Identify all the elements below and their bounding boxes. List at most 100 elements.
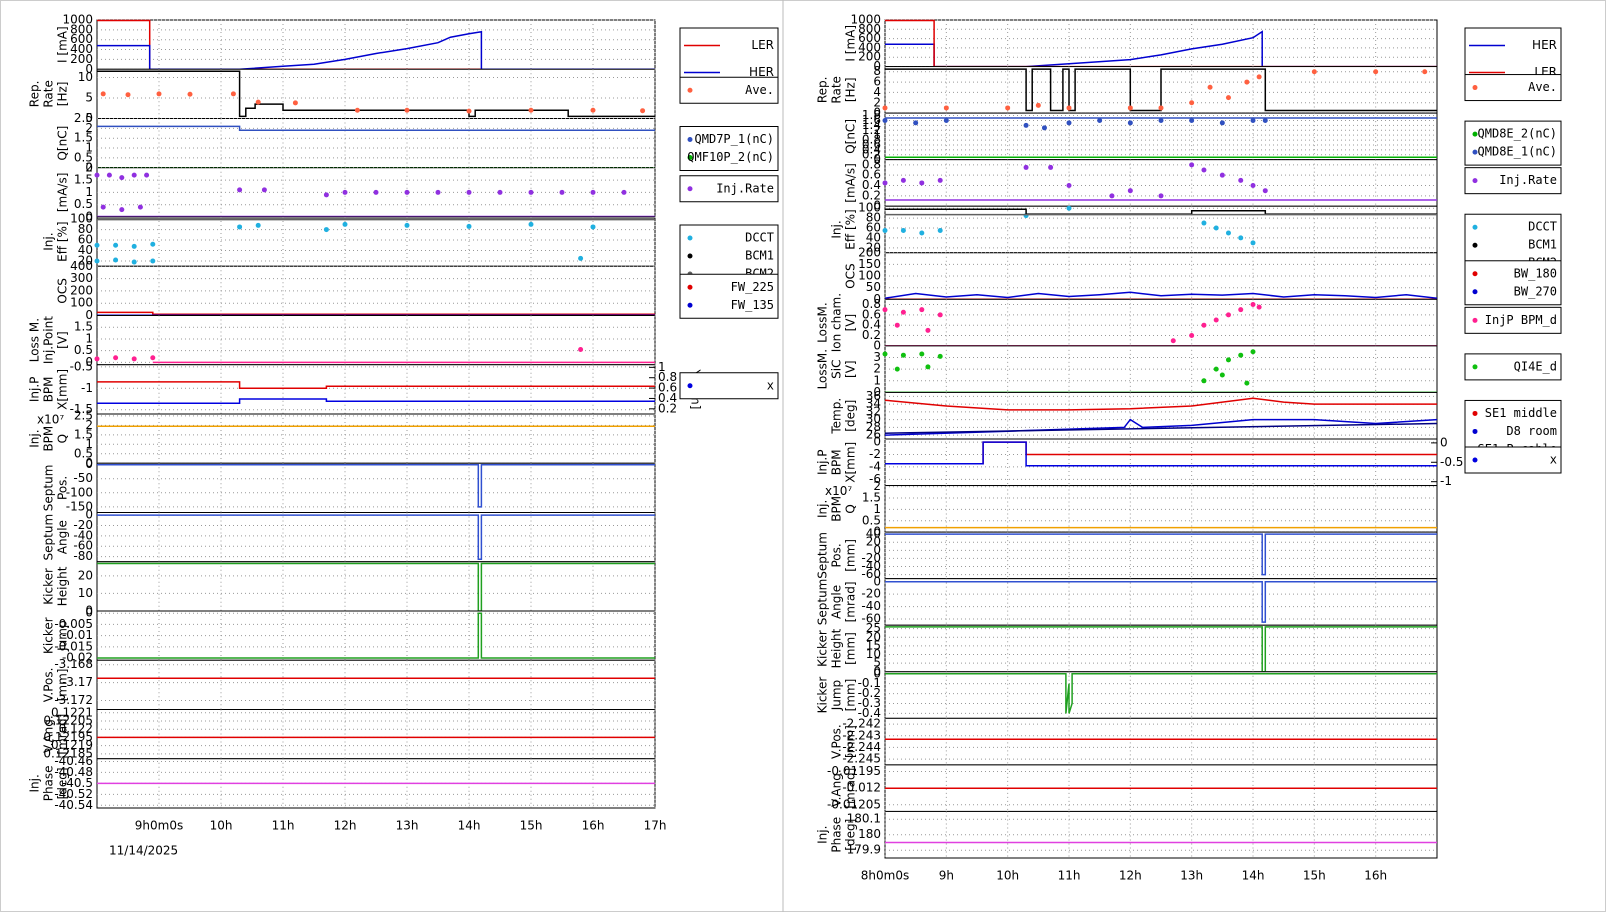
series-dot xyxy=(1244,380,1250,386)
legend-box xyxy=(1464,167,1562,195)
y-tick-label: 0 xyxy=(873,435,881,449)
y2-tick-label: -0.5 xyxy=(1440,455,1463,469)
legend-box xyxy=(1464,353,1562,381)
series-line xyxy=(885,533,1437,576)
series-dot xyxy=(1189,117,1195,123)
series-dot xyxy=(113,242,119,248)
y2-tick-label: 0.8 xyxy=(658,370,677,384)
y-tick-label: 0.4 xyxy=(862,178,881,192)
y-tick-label: 10 xyxy=(78,586,93,600)
series-dot xyxy=(528,189,534,195)
y-tick-label: -2.242 xyxy=(842,717,881,731)
legend-label: BCM1 xyxy=(745,249,774,263)
y-axis-label: Kicker xyxy=(42,568,56,605)
y-tick-label: 0 xyxy=(85,508,93,522)
y-tick-label: 2.5 xyxy=(74,111,93,125)
series-dot xyxy=(1238,177,1244,183)
y-tick-label: 0 xyxy=(873,664,881,678)
series-dot xyxy=(342,189,348,195)
y-axis-label: [mm] xyxy=(844,632,858,665)
y-tick-label: 0.8 xyxy=(862,297,881,311)
y-tick-label: -2 xyxy=(869,447,881,461)
y-axis-label: Pos. xyxy=(830,543,844,567)
y-tick-label: 100 xyxy=(70,212,93,226)
y-tick-label: -40 xyxy=(861,599,881,613)
y-axis-label: Jump xyxy=(830,680,844,711)
y-tick-label: 0.12195 xyxy=(43,730,93,744)
series-line xyxy=(97,311,655,316)
series-dot xyxy=(1250,117,1256,123)
y-tick-label: 1.5 xyxy=(862,491,881,505)
series-dot xyxy=(373,189,379,195)
y-tick-label: -0.5 xyxy=(70,359,93,373)
y-tick-label: -0.02 xyxy=(62,651,93,665)
series-dot xyxy=(131,172,137,178)
y-tick-label: 1 xyxy=(873,128,881,142)
series-dot xyxy=(1256,74,1262,80)
y-tick-label: 20 xyxy=(866,630,881,644)
y-tick-label: 0 xyxy=(873,666,881,680)
series-dot xyxy=(404,222,410,228)
y-tick-label: -60 xyxy=(861,612,881,626)
legend-box xyxy=(679,175,779,203)
y-tick-label: 36 xyxy=(866,389,881,403)
series-dot xyxy=(1219,172,1225,178)
legend-swatch xyxy=(1472,85,1478,91)
series-dot xyxy=(1213,317,1219,323)
series-dot xyxy=(1189,333,1195,339)
legend-swatch xyxy=(1472,457,1478,463)
series-dot xyxy=(882,307,888,313)
series-dot xyxy=(106,172,112,178)
legend-label: Ave. xyxy=(1528,80,1557,94)
series-dot xyxy=(156,91,162,97)
y-tick-label: 0 xyxy=(873,199,881,213)
y-tick-label: 0.1219 xyxy=(51,738,93,752)
legend-swatch xyxy=(1472,224,1478,230)
series-dot xyxy=(1023,164,1029,170)
y-tick-label: 180.1 xyxy=(847,812,881,826)
legend-swatch xyxy=(687,253,693,259)
y-tick-label: 0 xyxy=(873,385,881,399)
series-line xyxy=(97,125,655,132)
y-tick-label: -2.243 xyxy=(842,728,881,742)
y-tick-label: -20 xyxy=(73,518,93,532)
panel-frame xyxy=(96,315,656,366)
y-tick-label: 0 xyxy=(85,160,93,174)
y-axis-label: [mrad] xyxy=(844,768,858,809)
y-tick-label: 150 xyxy=(858,257,881,271)
x-tick-label: 15h xyxy=(520,819,543,833)
series-line xyxy=(885,68,1437,112)
series-dot xyxy=(590,107,596,113)
series-dot xyxy=(1201,220,1207,226)
series-dot xyxy=(943,117,949,123)
series-dot xyxy=(1256,304,1262,310)
y-tick-label: 20 xyxy=(866,240,881,254)
legend-label: DCCT xyxy=(745,231,774,245)
y-tick-label: -40 xyxy=(861,559,881,573)
y-axis-label: OCS xyxy=(56,278,70,303)
panel-frame xyxy=(884,578,1438,626)
y-tick-label: -0.1 xyxy=(858,676,881,690)
series-dot xyxy=(1127,120,1133,126)
y-tick-label: 0 xyxy=(873,59,881,73)
y-tick-label: 5 xyxy=(873,656,881,670)
series-dot xyxy=(1023,122,1029,128)
legend-swatch xyxy=(1472,410,1478,416)
y-tick-label: 0.5 xyxy=(74,197,93,211)
y-axis-label: Ion cham. xyxy=(830,293,844,352)
panel-frame xyxy=(96,512,656,563)
series-dot xyxy=(1250,183,1256,189)
y-tick-label: 0.4 xyxy=(862,142,881,156)
y-axis-label: Inj. xyxy=(816,826,830,844)
y-tick-label: 0.1221 xyxy=(51,705,93,719)
y-tick-label: 80 xyxy=(866,211,881,225)
series-dot xyxy=(261,187,267,193)
y-axis-label: Angle xyxy=(56,520,70,554)
legend-box xyxy=(1464,446,1562,474)
series-dot xyxy=(1244,79,1250,85)
x-tick-label: 17h xyxy=(644,819,667,833)
y-tick-label: 0.6 xyxy=(862,307,881,321)
y-tick-label: 50 xyxy=(866,280,881,294)
panel-frame xyxy=(96,265,656,316)
panel-frame xyxy=(96,68,656,119)
